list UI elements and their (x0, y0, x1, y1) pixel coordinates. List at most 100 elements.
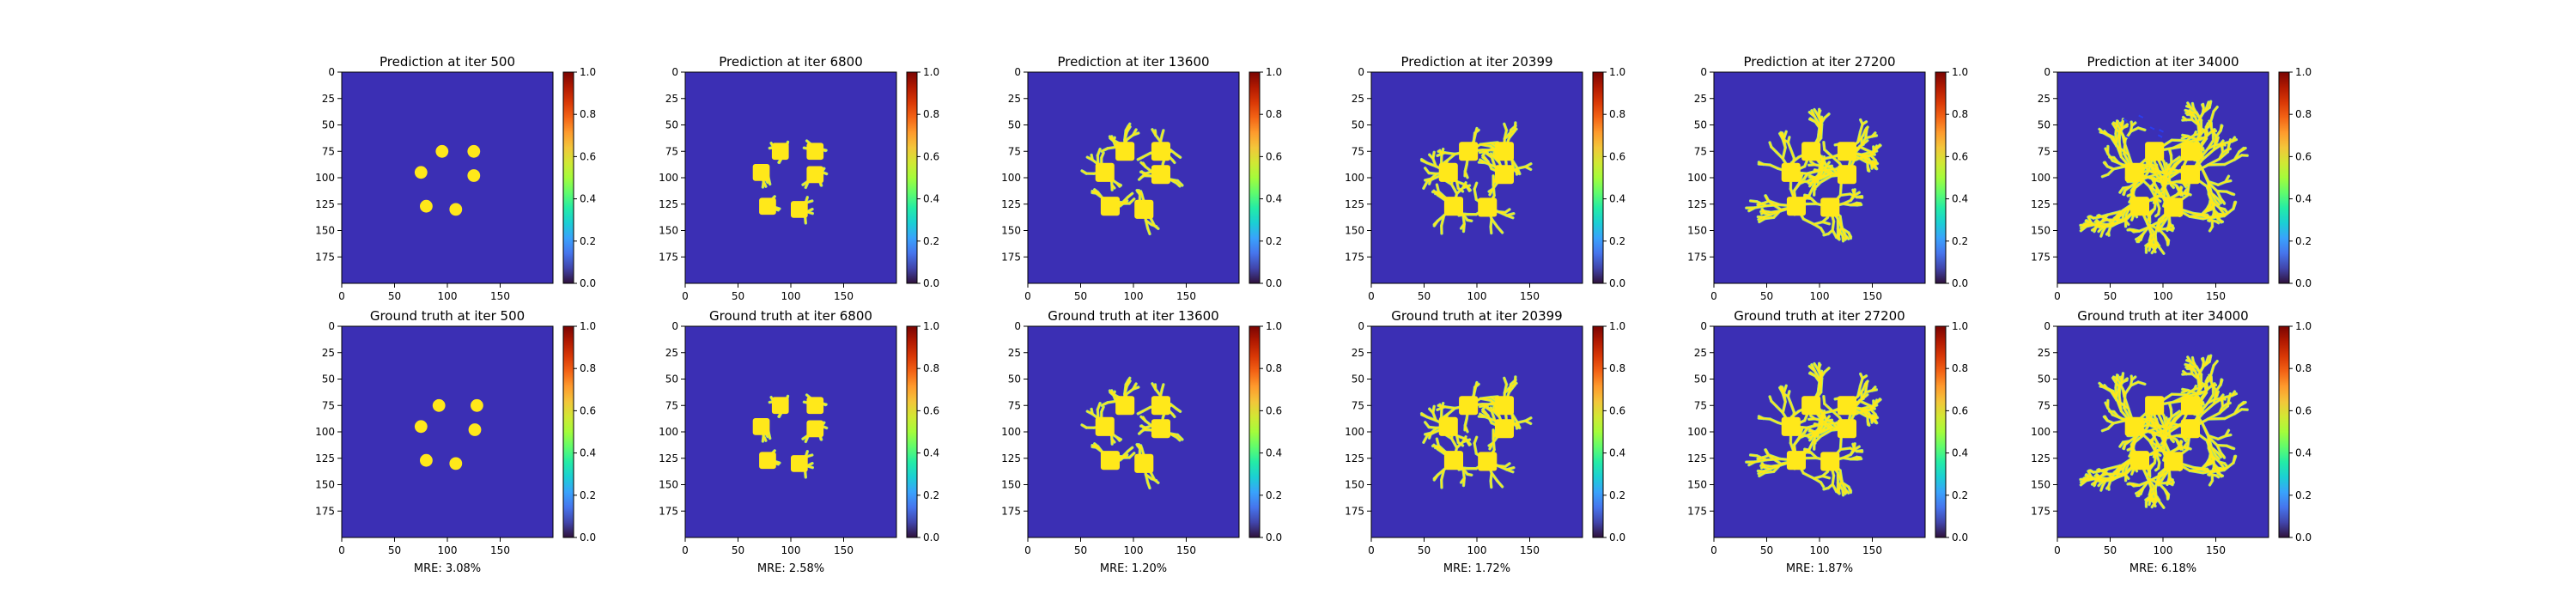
dendrite-segment (2105, 148, 2109, 155)
dendrite-segment (1439, 149, 1443, 156)
y-tick-label: 125 (1345, 452, 1364, 464)
dendrite-segment (1808, 372, 1816, 377)
dendrite-segment (2218, 150, 2229, 160)
dendrite-segment (1145, 171, 1153, 174)
dendrite-segment (1870, 417, 1874, 422)
dendrite-segment (2197, 112, 2204, 123)
dendrite-segment (1783, 131, 1788, 140)
dendrite-segment (1868, 158, 1873, 165)
dendrite-segment (1793, 182, 1801, 192)
dendrite-segment (2138, 227, 2149, 233)
dendrite-segment (1510, 413, 1518, 423)
dendrite-segment (2149, 241, 2154, 249)
dendrite-segment (1473, 436, 1478, 445)
subplot-0-4: Prediction at iter 27200 0 50 100 150 0 25 50 75… (1687, 54, 1968, 302)
dendrite-segment (1443, 405, 1456, 410)
x-tick-label: 150 (1862, 544, 1882, 556)
y-tick-label: 125 (1687, 452, 1707, 464)
dendrite-segment (1140, 193, 1145, 201)
dendrite-segment (1873, 163, 1878, 170)
y-tick-label: 100 (1345, 426, 1364, 438)
grain (1134, 453, 1154, 473)
dendrite-segment (2094, 221, 2101, 225)
dendrite-segment (2136, 239, 2142, 243)
y-tick-label: 25 (322, 347, 335, 359)
y-tick-label: 175 (1687, 505, 1707, 517)
dendrite-segment (1806, 178, 1814, 183)
dendrite-segment (1841, 489, 1844, 496)
dendrite-segment (2219, 140, 2224, 145)
x-tick-label: 50 (1418, 290, 1431, 302)
dendrite-segment (1807, 417, 1816, 421)
grain (759, 452, 776, 470)
dendrite-segment (1490, 407, 1496, 413)
y-tick-label: 25 (1008, 93, 1021, 105)
dendrite-segment (2170, 184, 2175, 189)
colorbar-tick-label: 0.2 (923, 235, 939, 247)
dendrite-segment (1835, 488, 1839, 493)
grain (1494, 142, 1514, 161)
dendrite-segment (1842, 203, 1852, 206)
grain (771, 397, 789, 415)
dendrite-layer (1080, 122, 1184, 236)
dendrite-segment (1825, 416, 1831, 422)
dendrite-segment (1868, 153, 1875, 157)
grain (1100, 451, 1120, 470)
grain (1494, 419, 1514, 439)
colorbar-tick-label: 0.0 (1609, 277, 1625, 289)
dendrite-segment (2208, 225, 2214, 232)
dendrite-segment (1835, 234, 1839, 239)
dendrite-segment (1820, 429, 1832, 438)
heatmap-background (342, 326, 553, 537)
grain (1115, 396, 1135, 416)
dendrite-segment (2170, 158, 2178, 164)
y-tick-label: 100 (2031, 172, 2050, 184)
grain (771, 143, 789, 161)
dendrite-segment (2110, 136, 2117, 147)
dendrite-segment (1832, 483, 1838, 492)
grain (1781, 162, 1801, 182)
dendrite-segment (1091, 154, 1094, 161)
dendrite-segment (1765, 464, 1772, 468)
dendrite-segment (1761, 208, 1765, 215)
colorbar-tick-label: 0.2 (1609, 489, 1625, 501)
colorbar-tick-label: 0.4 (923, 193, 939, 205)
dendrite-segment (1827, 422, 1838, 425)
dendrite-segment (1125, 377, 1131, 385)
dendrite-segment (2108, 156, 2115, 159)
grain (1459, 396, 1479, 416)
colorbar-bar (1592, 71, 1604, 284)
dendrite-segment (2166, 162, 2169, 168)
dendrite-segment (1839, 181, 1843, 197)
dendrite-segment (2155, 197, 2160, 209)
colorbar: 0.0 0.2 0.4 0.6 0.8 1.0 (1592, 320, 1625, 543)
heatmap-image (1370, 71, 1583, 284)
colorbar-tick-label: 0.8 (580, 362, 596, 374)
grain (2129, 197, 2149, 216)
dendrite-segment (762, 434, 767, 442)
dendrite-segment (1496, 225, 1504, 234)
grain (2180, 142, 2200, 161)
dendrite-segment (1425, 161, 1437, 167)
dendrite-segment (1827, 483, 1834, 489)
y-tick-label: 25 (665, 347, 678, 359)
dendrite-segment (1473, 132, 1476, 142)
dendrite-segment (1823, 403, 1832, 411)
dendrite-segment (1861, 139, 1868, 146)
dendrite-segment (1789, 148, 1795, 160)
dendrite-segment (2189, 110, 2197, 114)
dendrite-segment (2200, 208, 2208, 216)
dendrite-segment (1492, 184, 1496, 197)
dendrite-segment (1813, 223, 1822, 229)
subplot-title: Ground truth at iter 6800 (709, 308, 872, 324)
dendrite-segment (1817, 425, 1820, 433)
dendrite-segment (1464, 417, 1468, 427)
subplot-0-1: Prediction at iter 6800 0 50 100 150 0 25 50 75 1… (659, 54, 939, 302)
dendrite-segment (1814, 168, 1820, 172)
grain (1837, 165, 1856, 185)
colorbar-tick-label: 0.2 (923, 489, 939, 501)
dendrite-segment (2208, 180, 2220, 186)
dendrite-segment (2118, 132, 2121, 143)
dendrite-segment (2209, 215, 2226, 219)
dendrite-segment (1817, 126, 1820, 139)
